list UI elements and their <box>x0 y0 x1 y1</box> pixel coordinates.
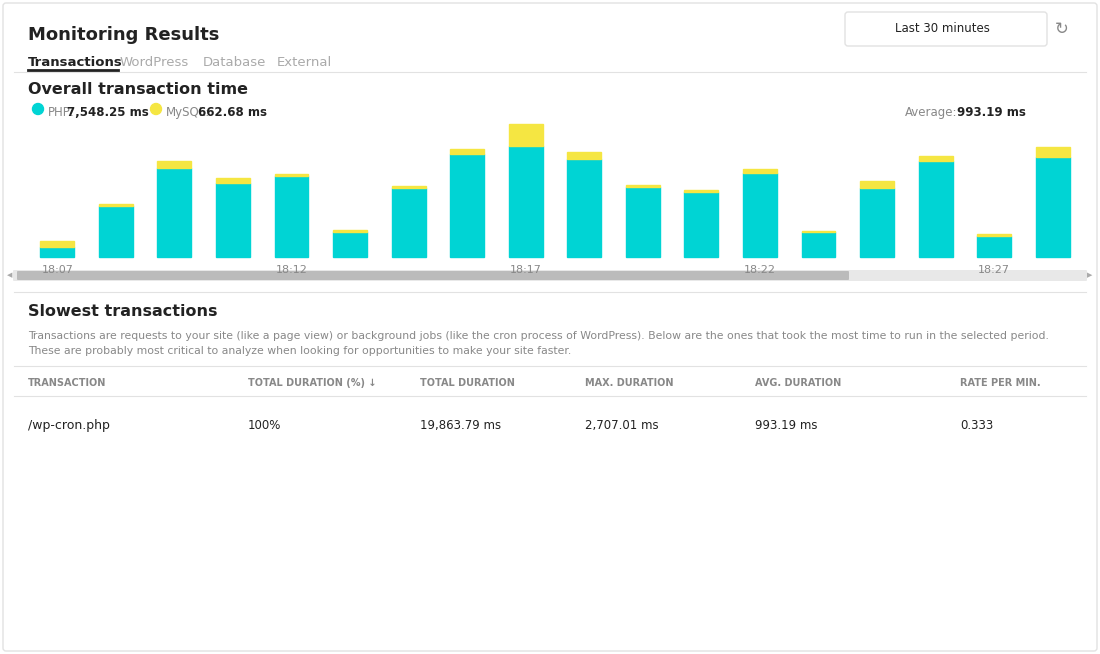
Bar <box>977 234 1011 236</box>
FancyBboxPatch shape <box>13 270 1087 281</box>
Text: Database: Database <box>204 56 266 69</box>
Bar <box>99 206 133 257</box>
Text: 2,707.01 ms: 2,707.01 ms <box>585 419 659 432</box>
Bar <box>918 156 953 161</box>
Text: 18:22: 18:22 <box>744 265 775 275</box>
Text: 662.68 ms: 662.68 ms <box>198 106 267 119</box>
Text: Transactions: Transactions <box>28 56 123 69</box>
Text: Monitoring Results: Monitoring Results <box>28 26 219 44</box>
Bar <box>392 188 426 257</box>
Bar <box>450 154 484 257</box>
Text: Average:: Average: <box>905 106 957 119</box>
Text: Overall transaction time: Overall transaction time <box>28 82 248 97</box>
Bar <box>450 149 484 154</box>
Text: 100%: 100% <box>248 419 282 432</box>
Bar <box>216 183 250 257</box>
Bar <box>626 187 660 257</box>
Text: MySQL:: MySQL: <box>166 106 210 119</box>
Text: Last 30 minutes: Last 30 minutes <box>894 22 989 35</box>
Text: TOTAL DURATION (%) ↓: TOTAL DURATION (%) ↓ <box>248 378 376 388</box>
Bar <box>157 168 191 257</box>
FancyBboxPatch shape <box>845 12 1047 46</box>
Text: Transactions are requests to your site (like a page view) or background jobs (li: Transactions are requests to your site (… <box>28 331 1049 341</box>
Text: AVG. DURATION: AVG. DURATION <box>755 378 842 388</box>
Bar <box>333 230 367 232</box>
FancyBboxPatch shape <box>16 271 849 280</box>
Bar <box>684 192 718 257</box>
Bar <box>568 159 602 257</box>
Bar <box>99 204 133 206</box>
Text: 0.333: 0.333 <box>960 419 993 432</box>
Bar <box>1036 147 1069 157</box>
Bar <box>392 186 426 188</box>
Text: 993.19 ms: 993.19 ms <box>957 106 1026 119</box>
Bar <box>918 161 953 257</box>
Text: Slowest transactions: Slowest transactions <box>28 304 218 319</box>
Bar <box>216 178 250 183</box>
Text: ◀: ◀ <box>8 273 13 279</box>
Text: TRANSACTION: TRANSACTION <box>28 378 107 388</box>
Text: MAX. DURATION: MAX. DURATION <box>585 378 673 388</box>
Text: 18:27: 18:27 <box>978 265 1010 275</box>
Bar <box>508 124 542 146</box>
Bar <box>684 190 718 192</box>
Text: 7,548.25 ms: 7,548.25 ms <box>67 106 148 119</box>
Text: These are probably most critical to analyze when looking for opportunities to ma: These are probably most critical to anal… <box>28 346 571 356</box>
Bar <box>742 173 777 257</box>
Bar <box>41 241 75 247</box>
Circle shape <box>33 103 44 114</box>
Bar <box>1036 157 1069 257</box>
Bar <box>860 181 894 188</box>
Circle shape <box>151 103 162 114</box>
Text: ▶: ▶ <box>1087 273 1092 279</box>
Text: 993.19 ms: 993.19 ms <box>755 419 817 432</box>
Bar <box>977 236 1011 257</box>
Text: WordPress: WordPress <box>120 56 189 69</box>
Bar <box>157 161 191 168</box>
Bar <box>275 173 308 176</box>
Bar <box>860 188 894 257</box>
Bar <box>275 176 308 257</box>
Bar <box>508 146 542 257</box>
Bar <box>333 232 367 257</box>
Text: 19,863.79 ms: 19,863.79 ms <box>420 419 502 432</box>
FancyBboxPatch shape <box>3 3 1097 651</box>
Bar <box>802 231 836 232</box>
Text: RATE PER MIN.: RATE PER MIN. <box>960 378 1041 388</box>
Text: /wp-cron.php: /wp-cron.php <box>28 419 110 432</box>
Bar <box>41 247 75 257</box>
Text: PHP:: PHP: <box>48 106 75 119</box>
Text: 18:07: 18:07 <box>42 265 74 275</box>
Bar <box>742 169 777 173</box>
Text: 18:17: 18:17 <box>509 265 541 275</box>
Bar <box>626 185 660 187</box>
Text: TOTAL DURATION: TOTAL DURATION <box>420 378 515 388</box>
Bar <box>802 232 836 257</box>
Text: External: External <box>277 56 332 69</box>
Text: ↻: ↻ <box>1055 20 1069 38</box>
Text: 18:12: 18:12 <box>276 265 307 275</box>
Bar <box>568 152 602 159</box>
